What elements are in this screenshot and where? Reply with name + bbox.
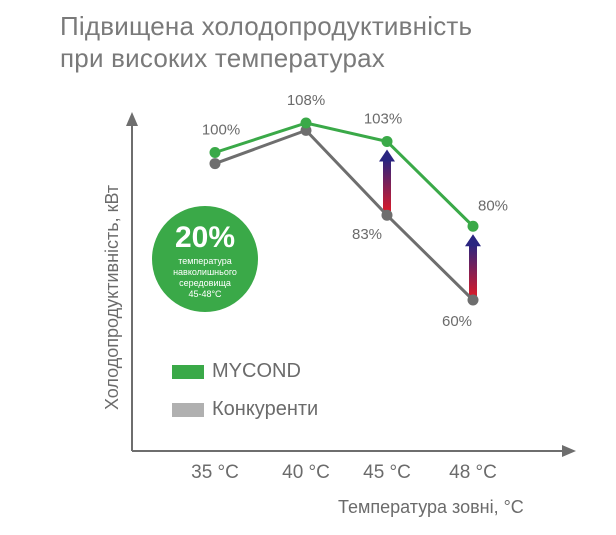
legend-label-mycond: MYCOND (212, 360, 301, 382)
data-point-competitors (381, 209, 393, 221)
badge-caption: температура навколишнього середовища 45-… (173, 256, 237, 299)
improvement-arrow-head (379, 149, 395, 162)
x-axis-arrowhead (562, 445, 576, 457)
data-point-mycond (300, 117, 312, 129)
data-point-competitors (209, 158, 221, 170)
legend-item-mycond: MYCOND (172, 360, 301, 383)
badge-value: 20% (174, 221, 236, 254)
series-line-mycond (214, 121, 475, 228)
y-axis-label: Холодопродуктивність, кВт (102, 184, 122, 410)
improvement-badge: 20% температура навколишнього середовища… (152, 206, 258, 312)
x-tick-label: 40 °C (282, 462, 330, 483)
legend-label-competitors: Конкуренти (212, 398, 319, 420)
data-point-mycond (381, 135, 393, 147)
x-tick-label: 35 °C (191, 462, 239, 483)
data-label-mycond: 103% (364, 110, 402, 127)
data-point-mycond (209, 147, 221, 158)
improvement-arrow-head (465, 234, 481, 247)
data-label-mycond: 80% (478, 197, 508, 214)
title-line-1: Підвищена холодопродуктивність (60, 11, 473, 41)
data-label-mycond: 108% (287, 92, 325, 109)
title-line-2: при високих температурах (60, 43, 385, 73)
y-axis-arrowhead (126, 112, 138, 126)
improvement-arrow-shaft (469, 244, 477, 296)
chart-title: Підвищена холодопродуктивність при висок… (60, 10, 472, 74)
series-line-competitors (214, 128, 475, 302)
x-tick-label: 48 °C (449, 462, 497, 483)
improvement-arrow-shaft (383, 159, 391, 212)
legend-swatch-competitors (172, 402, 204, 417)
data-label-mycond: 100% (202, 122, 240, 139)
x-tick-label: 45 °C (363, 462, 411, 483)
data-point-competitors (467, 294, 479, 306)
legend-swatch-mycond (172, 364, 204, 379)
data-label-competitors: 60% (442, 313, 472, 330)
x-axis-label: Температура зовні, °C (338, 497, 524, 517)
data-point-mycond (467, 220, 479, 232)
legend-item-competitors: Конкуренти (172, 398, 318, 421)
data-label-competitors: 83% (352, 226, 382, 243)
